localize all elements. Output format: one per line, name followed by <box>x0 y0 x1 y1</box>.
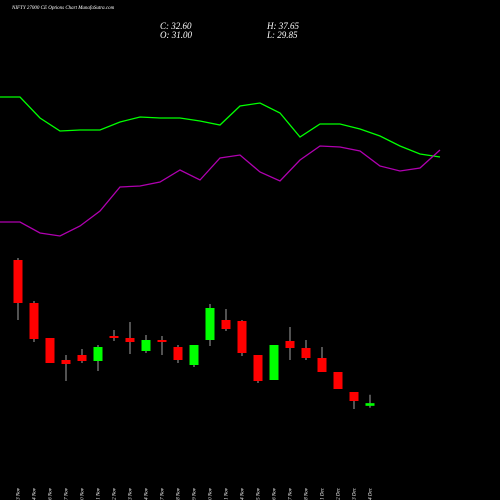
candle-body <box>125 338 135 342</box>
candle-body <box>205 308 215 340</box>
x-tick-label: 04 Dec <box>369 487 374 500</box>
open-label: O: 31.00 <box>160 30 192 40</box>
x-tick-label: 03 Nov <box>17 487 22 500</box>
low-label: L: 29.85 <box>266 30 298 40</box>
high-label: H: 37.65 <box>266 21 299 31</box>
x-tick-label: 21 Nov <box>225 487 230 500</box>
candle-body <box>77 355 87 361</box>
x-tick-label: 20 Nov <box>209 487 214 500</box>
candle-body <box>157 340 167 342</box>
chart-title: NIFTY 27000 CE Options Chart MunafaSutra… <box>11 6 115 11</box>
x-tick-label: 04 Nov <box>33 487 38 500</box>
x-tick-label: 06 Nov <box>49 487 54 500</box>
candle-body <box>221 320 231 329</box>
candle-body <box>29 303 39 339</box>
candle-body <box>45 338 55 363</box>
x-tick-label: 01 Dec <box>321 487 326 500</box>
x-tick-label: 13 Nov <box>129 487 134 500</box>
candle-body <box>173 347 183 360</box>
x-tick-label: 17 Nov <box>161 487 166 500</box>
candle-body <box>61 360 71 364</box>
x-tick-label: 24 Nov <box>241 487 246 500</box>
close-label: C: 32.60 <box>160 21 192 31</box>
x-tick-label: 25 Nov <box>257 487 262 500</box>
x-tick-label: 26 Nov <box>273 487 278 500</box>
candle-body <box>317 358 327 372</box>
candle-body <box>237 321 247 353</box>
candle-body <box>93 347 103 361</box>
candle-body <box>141 340 151 351</box>
candle-body <box>365 403 375 406</box>
candle-body <box>253 355 263 381</box>
candle-body <box>109 336 119 338</box>
x-tick-label: 10 Nov <box>81 487 86 500</box>
x-tick-label: 11 Nov <box>97 487 102 500</box>
candle-body <box>269 345 279 380</box>
x-tick-label: 18 Nov <box>177 487 182 500</box>
x-tick-label: 12 Nov <box>113 487 118 500</box>
x-tick-label: 03 Dec <box>353 487 358 500</box>
candle-body <box>301 348 311 358</box>
x-tick-label: 27 Nov <box>289 487 294 500</box>
candle-body <box>189 345 199 365</box>
x-tick-label: 28 Nov <box>305 487 310 500</box>
x-tick-label: 14 Nov <box>145 487 150 500</box>
x-tick-label: 07 Nov <box>65 487 70 500</box>
x-tick-label: 19 Nov <box>193 487 198 500</box>
candle-body <box>349 392 359 401</box>
candle-body <box>285 341 295 348</box>
candle-body <box>333 372 343 389</box>
candle-body <box>13 260 23 303</box>
x-tick-label: 02 Dec <box>337 487 342 500</box>
indicator-line <box>0 96 441 158</box>
indicator-line <box>0 145 441 237</box>
